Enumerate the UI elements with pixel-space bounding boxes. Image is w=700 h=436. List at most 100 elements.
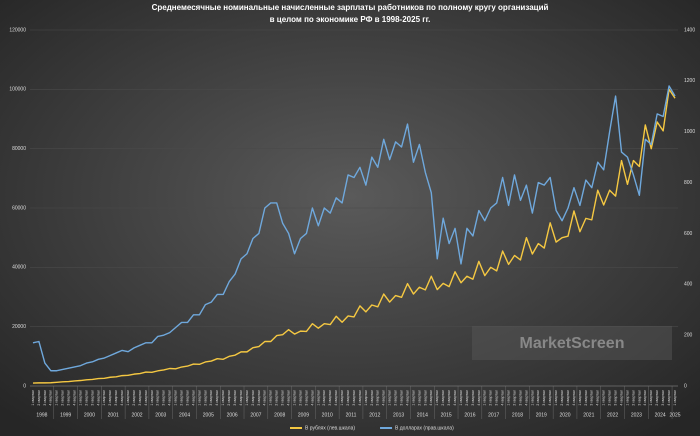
year-label: 2018 [512, 412, 523, 418]
x-tick-label: 1 квартал [31, 390, 35, 406]
x-tick-label: 4 квартал [596, 390, 600, 406]
x-tick-label: 3 квартал [590, 390, 594, 406]
x-tick-label: 2 квартал [346, 390, 350, 406]
x-tick-label: 4 квартал [572, 390, 576, 406]
x-tick-label: 4 квартал [73, 390, 77, 406]
x-tick-label: 4 квартал [168, 390, 172, 406]
x-tick-label: 3 квартал [495, 390, 499, 406]
x-tick-label: 1 квартал [340, 390, 344, 406]
year-label: 2010 [322, 412, 333, 418]
x-tick-label: 3 квартал [185, 390, 189, 406]
y2-tick-label: 800 [684, 180, 693, 186]
x-tick-label: 1 квартал [197, 390, 201, 406]
x-tick-label: 3 квартал [566, 390, 570, 406]
x-tick-label: 4 квартал [667, 390, 671, 406]
x-tick-label: 2 квартал [61, 390, 65, 406]
chart-title: Среднемесячные номинальные начисленные з… [152, 3, 549, 12]
y-tick-label: 40000 [12, 265, 26, 271]
x-tick-label: 3 квартал [352, 390, 356, 406]
year-label: 2023 [631, 412, 642, 418]
x-tick-label: 3 квартал [209, 390, 213, 406]
x-tick-label: 3 квартал [67, 390, 71, 406]
legend-label: В долларах (прав.шкала) [395, 425, 454, 431]
x-tick-label: 2 квартал [489, 390, 493, 406]
x-tick-label: 2 квартал [108, 390, 112, 406]
x-tick-label: 3 квартал [542, 390, 546, 406]
x-tick-label: 3 квартал [90, 390, 94, 406]
x-tick-label: 2 квартал [465, 390, 469, 406]
x-tick-label: 4 квартал [191, 390, 195, 406]
x-tick-label: 3 квартал [43, 390, 47, 406]
x-tick-label: 3 квартал [399, 390, 403, 406]
y-tick-label: 100000 [9, 87, 26, 93]
y-tick-label: 0 [23, 383, 26, 389]
y2-tick-label: 600 [684, 231, 693, 237]
x-tick-label: 1 квартал [174, 390, 178, 406]
x-tick-label: 2 квартал [156, 390, 160, 406]
x-tick-label: 1 квартал [578, 390, 582, 406]
x-tick-label: 2 квартал [251, 390, 255, 406]
y2-tick-label: 400 [684, 282, 693, 288]
x-tick-label: 2 квартал [322, 390, 326, 406]
x-tick-label: 4 квартал [358, 390, 362, 406]
legend-label: В рублях (лев.шкала) [305, 425, 355, 431]
year-label: 2015 [441, 412, 452, 418]
x-tick-label: 2 квартал [227, 390, 231, 406]
watermark: MarketScreen [520, 335, 625, 352]
x-tick-label: 3 квартал [138, 390, 142, 406]
year-label: 2002 [131, 412, 142, 418]
x-tick-label: 4 квартал [334, 390, 338, 406]
x-tick-label: 1 квартал [126, 390, 130, 406]
year-label: 2013 [393, 412, 404, 418]
x-tick-label: 2 квартал [584, 390, 588, 406]
x-tick-label: 1 квартал [483, 390, 487, 406]
x-tick-label: 3 квартал [162, 390, 166, 406]
x-tick-label: 4 квартал [524, 390, 528, 406]
y-tick-label: 60000 [12, 205, 26, 211]
year-label: 2014 [417, 412, 428, 418]
year-label: 2019 [536, 412, 547, 418]
x-tick-label: 2 квартал [298, 390, 302, 406]
x-tick-label: 1 квартал [625, 390, 629, 406]
y-tick-label: 20000 [12, 324, 26, 330]
x-tick-label: 4 квартал [477, 390, 481, 406]
x-tick-label: 1 квартал [554, 390, 558, 406]
x-tick-label: 1 квартал [55, 390, 59, 406]
x-tick-label: 4 квартал [263, 390, 267, 406]
year-label: 2024 [655, 412, 666, 418]
x-tick-label: 4 квартал [405, 390, 409, 406]
y2-tick-label: 200 [684, 332, 693, 338]
watermark-box [472, 326, 672, 360]
x-tick-label: 2 квартал [608, 390, 612, 406]
x-tick-label: 4 квартал [310, 390, 314, 406]
x-tick-label: 4 квартал [619, 390, 623, 406]
year-label: 2016 [464, 412, 475, 418]
year-label: 2000 [84, 412, 95, 418]
year-label: 2006 [227, 412, 238, 418]
x-tick-label: 3 квартал [376, 390, 380, 406]
x-tick-label: 1 квартал [459, 390, 463, 406]
x-tick-label: 4 квартал [144, 390, 148, 406]
year-label: 2017 [488, 412, 499, 418]
x-tick-label: 3 квартал [661, 390, 665, 406]
year-label: 2009 [298, 412, 309, 418]
x-tick-label: 1 квартал [506, 390, 510, 406]
x-tick-label: 3 квартал [257, 390, 261, 406]
year-label: 2012 [369, 412, 380, 418]
year-label: 2001 [108, 412, 119, 418]
x-tick-label: 2 квартал [655, 390, 659, 406]
x-tick-label: 3 квартал [233, 390, 237, 406]
x-tick-label: 2 квартал [560, 390, 564, 406]
x-tick-label: 2 квартал [394, 390, 398, 406]
x-tick-label: 2 квартал [536, 390, 540, 406]
chart-title: в целом по экономике РФ в 1998-2025 гг. [270, 15, 431, 24]
x-tick-label: 4 квартал [548, 390, 552, 406]
x-tick-label: 2 квартал [37, 390, 41, 406]
x-tick-label: 2 квартал [180, 390, 184, 406]
x-tick-label: 1 квартал [364, 390, 368, 406]
x-tick-label: 3 квартал [114, 390, 118, 406]
x-tick-label: 4 квартал [239, 390, 243, 406]
x-tick-label: 1 квартал [388, 390, 392, 406]
x-tick-label: 2 квартал [441, 390, 445, 406]
